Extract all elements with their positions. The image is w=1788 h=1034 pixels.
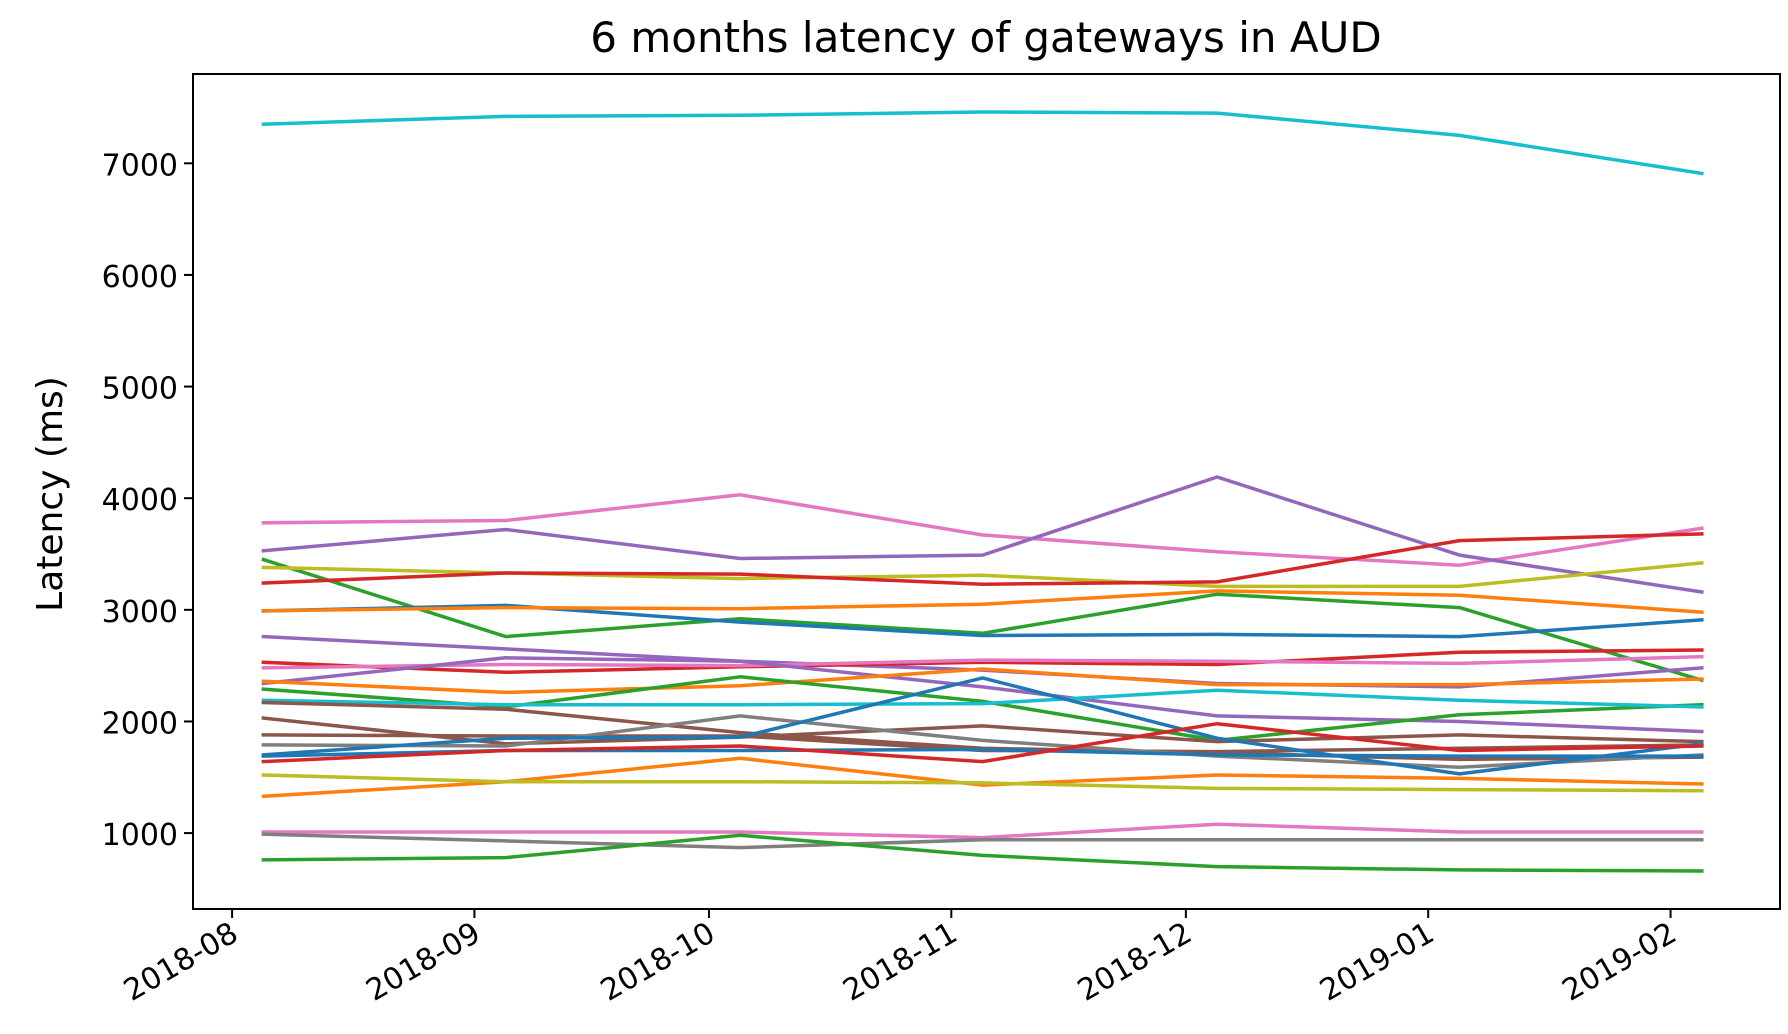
series-line-22 — [261, 721, 1704, 764]
x-tick-label: 2018-12 — [1072, 916, 1198, 1009]
series-line-19 — [261, 714, 1704, 769]
y-tick-label: 1000 — [102, 818, 178, 853]
series-line-8 — [261, 589, 1704, 614]
y-tick-label: 6000 — [102, 260, 178, 295]
series-line-4 — [261, 557, 1704, 683]
series-line-20 — [261, 676, 1704, 776]
x-tick-label: 2018-09 — [360, 916, 486, 1009]
x-tick-label: 2018-10 — [595, 916, 721, 1009]
series-line-2 — [261, 493, 1704, 567]
series-line-15 — [261, 688, 1704, 709]
series-line-7 — [261, 603, 1704, 639]
series-line-27 — [261, 833, 1704, 873]
chart-title: 6 months latency of gateways in AUD — [590, 13, 1381, 62]
series-line-3 — [261, 475, 1704, 594]
y-axis-label: Latency (ms) — [30, 376, 71, 612]
x-tick-label: 2018-11 — [837, 916, 963, 1009]
series-line-26 — [261, 832, 1704, 850]
plot-frame — [192, 73, 1781, 910]
series-line-12 — [261, 656, 1704, 734]
x-tick-label: 2019-02 — [1557, 916, 1683, 1009]
series-line-13 — [261, 667, 1704, 695]
series-line-1 — [261, 110, 1704, 176]
x-tick-label: 2018-08 — [118, 916, 244, 1009]
series-layer — [261, 110, 1704, 873]
series-line-24 — [261, 773, 1704, 793]
series-line-6 — [261, 532, 1704, 586]
series-line-10 — [261, 648, 1704, 675]
series-line-11 — [261, 654, 1704, 670]
y-tick-label: 4000 — [102, 483, 178, 518]
series-line-14 — [261, 675, 1704, 743]
series-line-25 — [261, 822, 1704, 840]
y-tick-label: 2000 — [102, 706, 178, 741]
y-tick-label: 5000 — [102, 372, 178, 407]
y-tick-label: 3000 — [102, 595, 178, 630]
y-tick-label: 7000 — [102, 148, 178, 183]
x-tick-label: 2019-01 — [1314, 916, 1440, 1009]
series-line-17 — [261, 716, 1704, 746]
